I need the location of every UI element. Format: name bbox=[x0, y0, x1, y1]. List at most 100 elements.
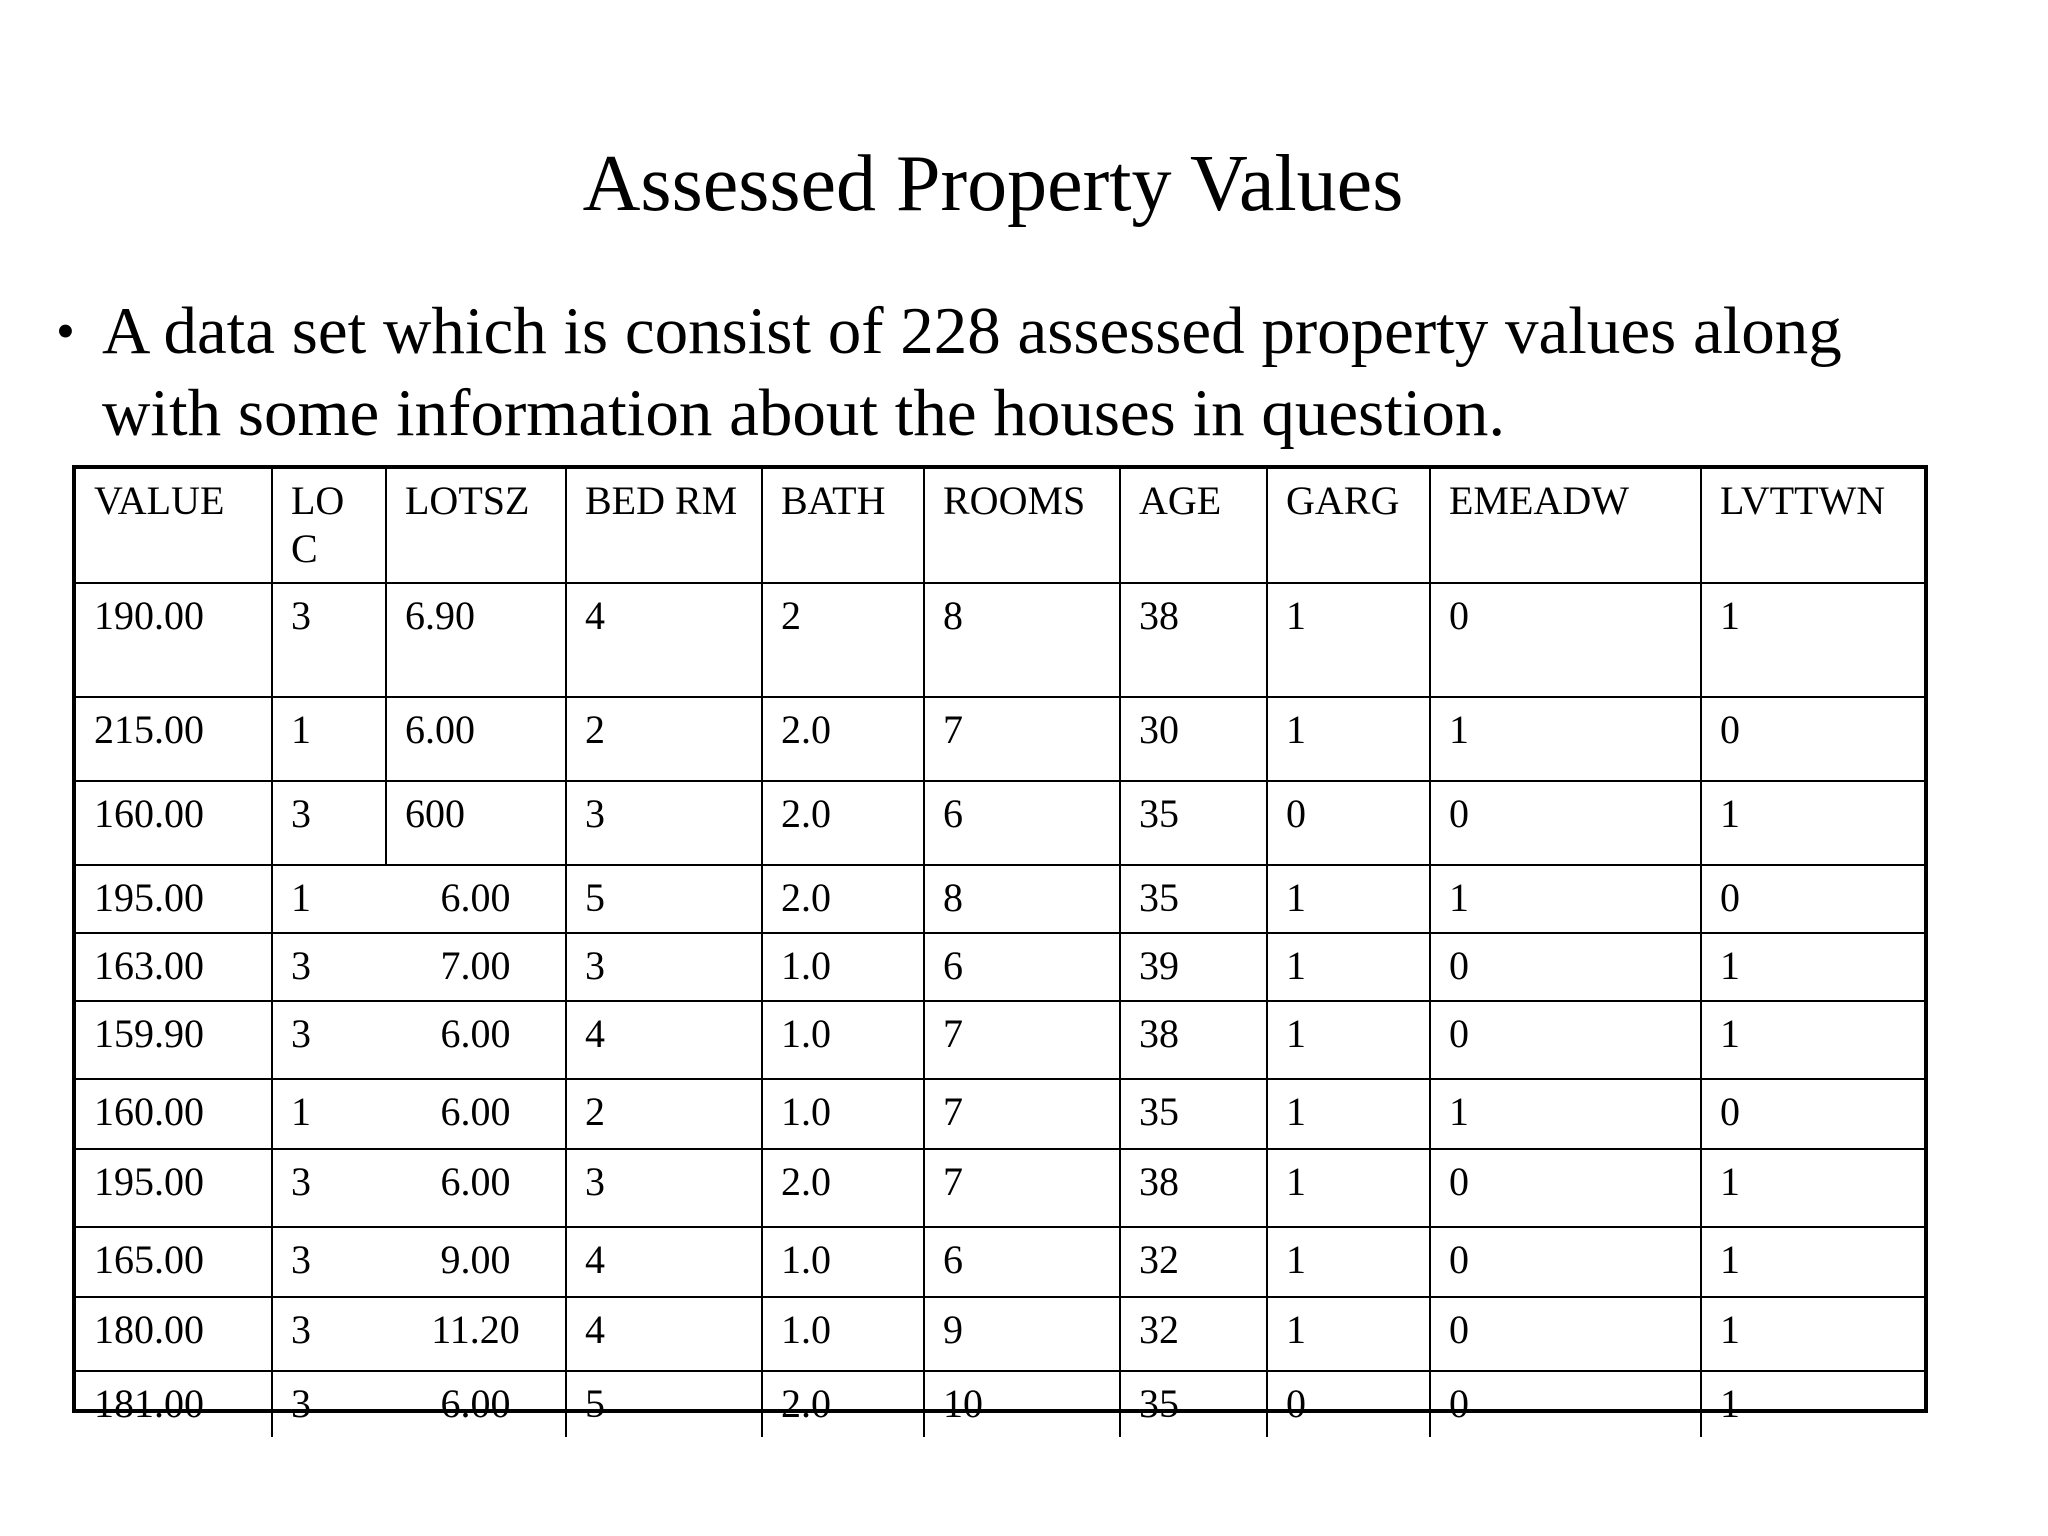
cell-garg: 1 bbox=[1266, 864, 1431, 934]
cell-emeadw: 0 bbox=[1429, 1296, 1702, 1372]
cell-value: 159.90 bbox=[76, 1000, 273, 1080]
header-cell-lvttwn: LVTTWN bbox=[1700, 469, 1928, 584]
cell-lvttwn: 1 bbox=[1700, 780, 1928, 866]
cell-value: 195.00 bbox=[76, 864, 273, 934]
cell-garg: 1 bbox=[1266, 696, 1431, 782]
cell-lotsz: 6.00 bbox=[386, 1370, 567, 1437]
cell-lvttwn: 1 bbox=[1700, 1000, 1928, 1080]
cell-garg: 1 bbox=[1266, 1000, 1431, 1080]
cell-lvttwn: 1 bbox=[1700, 582, 1928, 698]
cell-lvttwn: 1 bbox=[1700, 1370, 1928, 1437]
cell-loc: 1 bbox=[271, 696, 387, 782]
cell-bath: 1.0 bbox=[761, 1078, 925, 1150]
header-cell-emeadw: EMEADW bbox=[1429, 469, 1702, 584]
cell-lvttwn: 0 bbox=[1700, 696, 1928, 782]
header-cell-age: AGE bbox=[1119, 469, 1268, 584]
cell-lotsz: 7.00 bbox=[386, 932, 567, 1002]
cell-bedrm: 3 bbox=[565, 780, 763, 866]
cell-bedrm: 5 bbox=[565, 1370, 763, 1437]
cell-lotsz: 6.00 bbox=[386, 1000, 567, 1080]
cell-rooms: 7 bbox=[923, 1078, 1121, 1150]
cell-value: 195.00 bbox=[76, 1148, 273, 1228]
cell-garg: 1 bbox=[1266, 582, 1431, 698]
bullet-dot-icon: • bbox=[56, 301, 75, 361]
cell-garg: 1 bbox=[1266, 1226, 1431, 1298]
table-row: 195.00 3 6.00 3 2.0 7 38 1 0 1 bbox=[76, 1148, 1928, 1228]
header-cell-bath: BATH bbox=[761, 469, 925, 584]
table-row: 181.00 3 6.00 5 2.0 10 35 0 0 1 bbox=[76, 1370, 1928, 1437]
cell-age: 39 bbox=[1119, 932, 1268, 1002]
cell-emeadw: 1 bbox=[1429, 864, 1702, 934]
cell-lotsz: 6.00 bbox=[386, 1148, 567, 1228]
cell-lotsz: 11.20 bbox=[386, 1296, 567, 1372]
table-row: 180.00 3 11.20 4 1.0 9 32 1 0 1 bbox=[76, 1296, 1928, 1372]
header-cell-rooms: ROOMS bbox=[923, 469, 1121, 584]
cell-loc: 3 bbox=[271, 1296, 386, 1372]
cell-age: 35 bbox=[1119, 864, 1268, 934]
cell-bath: 2.0 bbox=[761, 1370, 925, 1437]
cell-rooms: 7 bbox=[923, 696, 1121, 782]
cell-emeadw: 0 bbox=[1429, 1148, 1702, 1228]
cell-rooms: 8 bbox=[923, 582, 1121, 698]
cell-emeadw: 0 bbox=[1429, 932, 1702, 1002]
bullet-point: • A data set which is consist of 228 ass… bbox=[56, 290, 1976, 454]
cell-value: 181.00 bbox=[76, 1370, 273, 1437]
cell-bedrm: 4 bbox=[565, 1000, 763, 1080]
cell-garg: 0 bbox=[1266, 1370, 1431, 1437]
cell-value: 215.00 bbox=[76, 696, 273, 782]
cell-emeadw: 1 bbox=[1429, 696, 1702, 782]
cell-bath: 2.0 bbox=[761, 1148, 925, 1228]
table-row: 165.00 3 9.00 4 1.0 6 32 1 0 1 bbox=[76, 1226, 1928, 1298]
table-row: 215.00 1 6.00 2 2.0 7 30 1 1 0 bbox=[76, 696, 1928, 782]
cell-value: 180.00 bbox=[76, 1296, 273, 1372]
cell-garg: 1 bbox=[1266, 932, 1431, 1002]
cell-bedrm: 4 bbox=[565, 1296, 763, 1372]
cell-bedrm: 2 bbox=[565, 1078, 763, 1150]
cell-age: 35 bbox=[1119, 1078, 1268, 1150]
cell-lotsz: 6.90 bbox=[385, 582, 567, 698]
cell-bedrm: 2 bbox=[565, 696, 763, 782]
header-cell-value: VALUE bbox=[76, 469, 273, 584]
cell-age: 35 bbox=[1119, 780, 1268, 866]
slide-title: Assessed Property Values bbox=[582, 140, 1404, 228]
cell-lotsz: 6.00 bbox=[386, 864, 567, 934]
cell-garg: 0 bbox=[1266, 780, 1431, 866]
cell-value: 190.00 bbox=[76, 582, 273, 698]
cell-bedrm: 4 bbox=[565, 582, 763, 698]
cell-bath: 1.0 bbox=[761, 1296, 925, 1372]
cell-rooms: 7 bbox=[923, 1000, 1121, 1080]
cell-rooms: 6 bbox=[923, 1226, 1121, 1298]
bullet-text: A data set which is consist of 228 asses… bbox=[102, 294, 1842, 450]
header-cell-bedrm: BED RM bbox=[565, 469, 763, 584]
cell-value: 160.00 bbox=[76, 780, 273, 866]
cell-age: 38 bbox=[1119, 1000, 1268, 1080]
table-row: 160.00 3 600 3 2.0 6 35 0 0 1 bbox=[76, 780, 1928, 866]
cell-loc: 3 bbox=[271, 932, 386, 1002]
cell-loc: 3 bbox=[271, 1148, 386, 1228]
cell-age: 38 bbox=[1119, 582, 1268, 698]
cell-lvttwn: 1 bbox=[1700, 1296, 1928, 1372]
header-cell-garg: GARG bbox=[1266, 469, 1431, 584]
header-cell-lotsz: LOTSZ bbox=[385, 469, 567, 584]
cell-loc: 3 bbox=[271, 780, 387, 866]
cell-lvttwn: 1 bbox=[1700, 932, 1928, 1002]
cell-lvttwn: 1 bbox=[1700, 1226, 1928, 1298]
cell-lvttwn: 1 bbox=[1700, 1148, 1928, 1228]
cell-loc: 3 bbox=[271, 582, 387, 698]
cell-bath: 1.0 bbox=[761, 1226, 925, 1298]
cell-loc: 1 bbox=[271, 1078, 386, 1150]
cell-emeadw: 1 bbox=[1429, 1078, 1702, 1150]
cell-bedrm: 3 bbox=[565, 1148, 763, 1228]
cell-age: 32 bbox=[1119, 1296, 1268, 1372]
cell-value: 163.00 bbox=[76, 932, 273, 1002]
cell-bath: 1.0 bbox=[761, 932, 925, 1002]
cell-lotsz: 6.00 bbox=[385, 696, 567, 782]
table-row: 190.00 3 6.90 4 2 8 38 1 0 1 bbox=[76, 582, 1928, 698]
cell-rooms: 8 bbox=[923, 864, 1121, 934]
cell-bath: 1.0 bbox=[761, 1000, 925, 1080]
table-row: 160.00 1 6.00 2 1.0 7 35 1 1 0 bbox=[76, 1078, 1928, 1150]
cell-bath: 2.0 bbox=[761, 696, 925, 782]
cell-rooms: 6 bbox=[923, 780, 1121, 866]
cell-value: 160.00 bbox=[76, 1078, 273, 1150]
cell-age: 35 bbox=[1119, 1370, 1268, 1437]
